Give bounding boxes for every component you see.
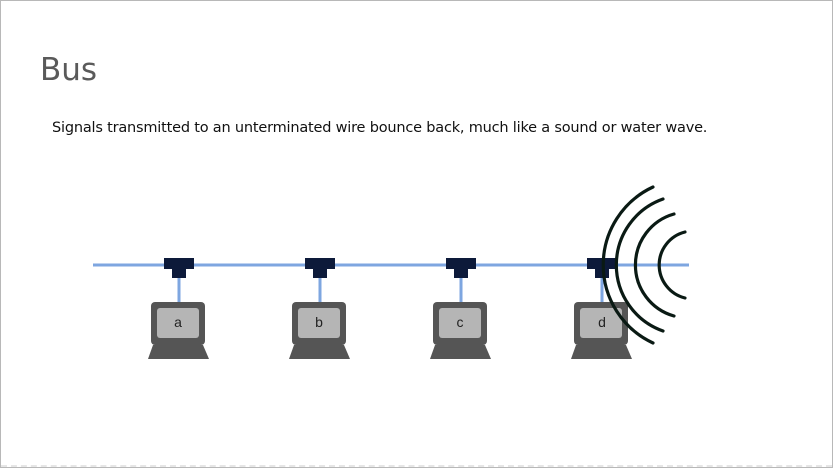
computer-a: a (148, 258, 209, 359)
wave-arc-1 (657, 230, 687, 300)
keyboard (289, 345, 350, 359)
signal-reflection-waves (601, 185, 687, 345)
monitor-screen (157, 308, 199, 338)
wave-arc-4 (601, 185, 655, 345)
monitor-screen (580, 308, 622, 338)
computer-label: b (315, 314, 323, 330)
computer-label: a (174, 314, 182, 330)
tap-connector (446, 258, 476, 269)
tap-stem (172, 269, 186, 278)
tap-connector (164, 258, 194, 269)
tap-stem (454, 269, 468, 278)
computer-label: c (457, 314, 464, 330)
keyboard (430, 345, 491, 359)
tap-stem (595, 269, 609, 278)
wave-arc-3 (614, 197, 665, 333)
tap-connector (305, 258, 335, 269)
computer-c: c (430, 258, 491, 359)
keyboard (148, 345, 209, 359)
computer-b: b (289, 258, 350, 359)
tap-stem (313, 269, 327, 278)
slide-bottom-edge (1, 465, 832, 467)
wave-arc-2 (633, 212, 676, 318)
slide-title: Bus (40, 52, 98, 88)
slide-caption: Signals transmitted to an unterminated w… (52, 120, 708, 136)
monitor-screen (298, 308, 340, 338)
monitor-screen (439, 308, 481, 338)
keyboard (571, 345, 632, 359)
computer-label: d (598, 314, 606, 330)
computer-d: d (571, 258, 632, 359)
